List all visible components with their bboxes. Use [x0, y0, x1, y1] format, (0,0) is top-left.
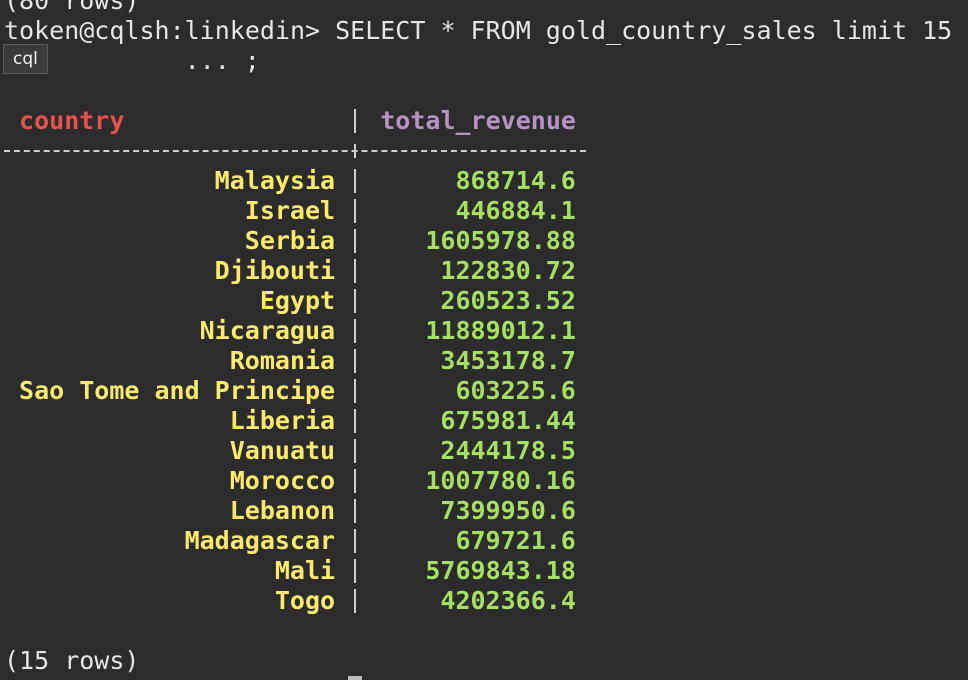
- country-cell: Serbia: [244, 226, 336, 255]
- country-cell: Djibouti: [214, 256, 336, 285]
- column-divider: [354, 109, 356, 133]
- country-cell: Liberia: [229, 406, 336, 435]
- column-divider: [354, 229, 356, 253]
- tooltip: cql: [3, 44, 48, 74]
- revenue-cell: 1007780.16: [425, 466, 576, 495]
- column-divider: [354, 439, 356, 463]
- table-separator: [4, 150, 586, 152]
- column-divider: [354, 589, 356, 613]
- cursor: [348, 676, 362, 680]
- revenue-cell: 11889012.1: [425, 316, 576, 345]
- column-divider: [354, 289, 356, 313]
- next-prompt: token@cqlsh:linkedin>: [4, 676, 320, 680]
- country-cell: Egypt: [259, 286, 336, 315]
- column-divider: [354, 259, 356, 283]
- revenue-cell: 7399950.6: [440, 496, 576, 525]
- country-cell: Lebanon: [229, 496, 336, 525]
- revenue-cell: 260523.52: [440, 286, 576, 315]
- column-divider: [354, 199, 356, 223]
- country-cell: Sao Tome and Principe: [19, 376, 336, 405]
- column-divider: [354, 469, 356, 493]
- country-cell: Vanuatu: [229, 436, 336, 465]
- revenue-cell: 5769843.18: [425, 556, 576, 585]
- revenue-cell: 122830.72: [440, 256, 576, 285]
- row-count: (15 rows): [4, 646, 140, 675]
- previous-output: (80 rows): [4, 0, 140, 15]
- column-divider: [354, 319, 356, 343]
- column-divider: [354, 379, 356, 403]
- column-divider: [354, 559, 356, 583]
- revenue-cell: 1605978.88: [425, 226, 576, 255]
- revenue-cell: 3453178.7: [440, 346, 576, 375]
- continuation: ... ;: [184, 46, 260, 75]
- country-cell: Madagascar: [184, 526, 336, 555]
- country-cell: Malaysia: [214, 166, 336, 195]
- revenue-cell: 868714.6: [455, 166, 576, 195]
- country-cell: Togo: [274, 586, 336, 615]
- revenue-cell: 675981.44: [440, 406, 576, 435]
- revenue-cell: 679721.6: [455, 526, 576, 555]
- column-divider: [354, 529, 356, 553]
- country-cell: Nicaragua: [199, 316, 336, 345]
- prompt: token@cqlsh:linkedin>: [4, 16, 321, 45]
- column-divider: [354, 499, 356, 523]
- country-cell: Morocco: [229, 466, 336, 495]
- revenue-cell: 2444178.5: [440, 436, 576, 465]
- column-divider: [354, 349, 356, 373]
- revenue-cell: 603225.6: [455, 376, 576, 405]
- country-cell: Mali: [274, 556, 336, 585]
- country-cell: Romania: [229, 346, 336, 375]
- column-divider: [354, 169, 356, 193]
- table-separator-cross: [354, 144, 356, 158]
- country-cell: Israel: [244, 196, 336, 225]
- column-divider: [354, 409, 356, 433]
- column-header: country: [19, 106, 125, 135]
- column-header: total_revenue: [380, 106, 576, 135]
- command: SELECT * FROM gold_country_sales limit 1…: [335, 16, 953, 45]
- revenue-cell: 446884.1: [455, 196, 576, 225]
- revenue-cell: 4202366.4: [440, 586, 576, 615]
